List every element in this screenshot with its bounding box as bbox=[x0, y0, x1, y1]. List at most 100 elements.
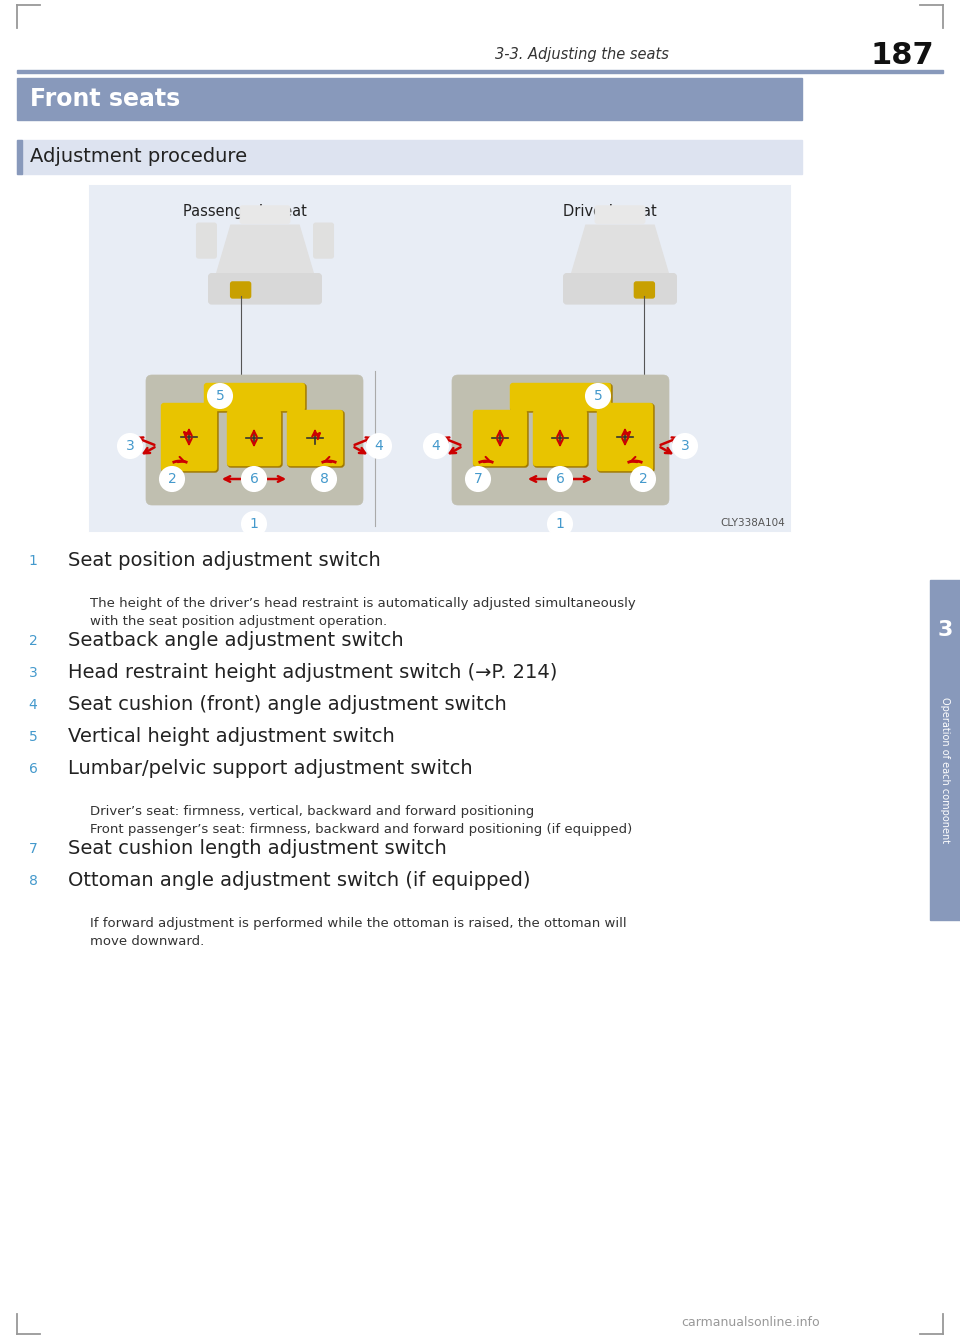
Circle shape bbox=[242, 467, 266, 491]
FancyBboxPatch shape bbox=[146, 375, 363, 505]
Text: 6: 6 bbox=[250, 473, 258, 486]
Circle shape bbox=[242, 511, 266, 536]
Text: 2: 2 bbox=[638, 473, 647, 486]
FancyBboxPatch shape bbox=[205, 384, 306, 412]
Circle shape bbox=[22, 726, 44, 749]
FancyBboxPatch shape bbox=[598, 404, 654, 473]
Circle shape bbox=[22, 838, 44, 860]
Text: 8: 8 bbox=[320, 473, 328, 486]
Bar bbox=[930, 580, 960, 920]
Text: Ottoman angle adjustment switch (if equipped): Ottoman angle adjustment switch (if equi… bbox=[68, 872, 531, 890]
FancyBboxPatch shape bbox=[240, 206, 290, 224]
Text: 8: 8 bbox=[29, 874, 37, 888]
FancyBboxPatch shape bbox=[161, 403, 217, 471]
FancyBboxPatch shape bbox=[288, 411, 344, 467]
Text: 3: 3 bbox=[681, 439, 689, 453]
Polygon shape bbox=[571, 225, 669, 274]
Text: 3: 3 bbox=[29, 665, 37, 680]
Circle shape bbox=[118, 434, 142, 458]
Circle shape bbox=[367, 434, 391, 458]
Text: 7: 7 bbox=[473, 473, 482, 486]
FancyBboxPatch shape bbox=[534, 411, 588, 467]
Text: Seat cushion (front) angle adjustment switch: Seat cushion (front) angle adjustment sw… bbox=[68, 695, 507, 715]
Circle shape bbox=[22, 631, 44, 652]
Text: move downward.: move downward. bbox=[90, 935, 204, 948]
Text: Seatback angle adjustment switch: Seatback angle adjustment switch bbox=[68, 632, 403, 651]
Text: Front seats: Front seats bbox=[30, 87, 180, 111]
Text: CLY338A104: CLY338A104 bbox=[720, 518, 785, 528]
Text: 4: 4 bbox=[432, 439, 441, 453]
Circle shape bbox=[160, 467, 184, 491]
Text: Driver’s seat: Driver’s seat bbox=[564, 204, 657, 220]
Text: If forward adjustment is performed while the ottoman is raised, the ottoman will: If forward adjustment is performed while… bbox=[90, 917, 627, 931]
FancyBboxPatch shape bbox=[162, 404, 218, 473]
FancyBboxPatch shape bbox=[197, 224, 216, 258]
Bar bbox=[17, 141, 22, 174]
Circle shape bbox=[22, 661, 44, 684]
Bar bbox=[90, 186, 790, 532]
Text: 5: 5 bbox=[29, 730, 37, 744]
Bar bbox=[17, 70, 943, 74]
Circle shape bbox=[548, 511, 572, 536]
FancyBboxPatch shape bbox=[473, 410, 527, 466]
Text: Front passenger’s seat: firmness, backward and forward positioning (if equipped): Front passenger’s seat: firmness, backwa… bbox=[90, 823, 633, 836]
FancyBboxPatch shape bbox=[564, 273, 676, 304]
FancyBboxPatch shape bbox=[474, 411, 528, 467]
Text: 2: 2 bbox=[168, 473, 177, 486]
Text: The height of the driver’s head restraint is automatically adjusted simultaneous: The height of the driver’s head restrain… bbox=[90, 597, 636, 611]
FancyBboxPatch shape bbox=[452, 375, 669, 505]
Text: 3: 3 bbox=[126, 439, 134, 453]
Circle shape bbox=[424, 434, 448, 458]
Text: carmanualsonline.info: carmanualsonline.info bbox=[682, 1315, 820, 1328]
Circle shape bbox=[548, 467, 572, 491]
Text: Seat cushion length adjustment switch: Seat cushion length adjustment switch bbox=[68, 840, 446, 858]
Polygon shape bbox=[216, 225, 314, 274]
Text: Head restraint height adjustment switch (→P. 214): Head restraint height adjustment switch … bbox=[68, 664, 558, 683]
Text: Operation of each component: Operation of each component bbox=[940, 696, 950, 844]
FancyBboxPatch shape bbox=[595, 206, 645, 224]
Circle shape bbox=[22, 694, 44, 716]
Text: 187: 187 bbox=[870, 40, 934, 70]
Text: 4: 4 bbox=[374, 439, 383, 453]
Circle shape bbox=[22, 870, 44, 892]
Text: 6: 6 bbox=[556, 473, 564, 486]
Text: Lumbar/pelvic support adjustment switch: Lumbar/pelvic support adjustment switch bbox=[68, 759, 472, 778]
Circle shape bbox=[466, 467, 490, 491]
Text: 4: 4 bbox=[29, 698, 37, 712]
Circle shape bbox=[22, 758, 44, 781]
Text: 1: 1 bbox=[250, 517, 258, 532]
Text: Seat position adjustment switch: Seat position adjustment switch bbox=[68, 552, 381, 570]
FancyBboxPatch shape bbox=[511, 384, 612, 412]
FancyBboxPatch shape bbox=[208, 273, 322, 304]
Text: with the seat position adjustment operation.: with the seat position adjustment operat… bbox=[90, 615, 387, 628]
Circle shape bbox=[22, 550, 44, 572]
Circle shape bbox=[312, 467, 336, 491]
Text: 2: 2 bbox=[29, 633, 37, 648]
FancyBboxPatch shape bbox=[228, 411, 282, 467]
Text: Adjustment procedure: Adjustment procedure bbox=[30, 147, 247, 166]
Text: 1: 1 bbox=[556, 517, 564, 532]
Text: 3: 3 bbox=[937, 620, 952, 640]
Text: 5: 5 bbox=[593, 390, 602, 403]
Circle shape bbox=[631, 467, 655, 491]
Circle shape bbox=[673, 434, 697, 458]
Bar bbox=[17, 141, 802, 174]
FancyBboxPatch shape bbox=[533, 410, 587, 466]
FancyBboxPatch shape bbox=[287, 410, 343, 466]
Text: Passenger’s seat: Passenger’s seat bbox=[183, 204, 307, 220]
FancyBboxPatch shape bbox=[510, 383, 611, 411]
Text: Vertical height adjustment switch: Vertical height adjustment switch bbox=[68, 727, 395, 747]
FancyBboxPatch shape bbox=[204, 383, 305, 411]
Text: Driver’s seat: firmness, vertical, backward and forward positioning: Driver’s seat: firmness, vertical, backw… bbox=[90, 805, 535, 818]
FancyBboxPatch shape bbox=[314, 224, 333, 258]
Text: 6: 6 bbox=[29, 762, 37, 777]
Text: 1: 1 bbox=[29, 554, 37, 568]
FancyBboxPatch shape bbox=[597, 403, 653, 471]
FancyBboxPatch shape bbox=[230, 283, 251, 299]
FancyBboxPatch shape bbox=[227, 410, 281, 466]
Text: 3-3. Adjusting the seats: 3-3. Adjusting the seats bbox=[495, 47, 669, 63]
Bar bbox=[17, 78, 802, 121]
Text: 7: 7 bbox=[29, 842, 37, 856]
Circle shape bbox=[208, 384, 232, 408]
FancyBboxPatch shape bbox=[635, 283, 655, 299]
